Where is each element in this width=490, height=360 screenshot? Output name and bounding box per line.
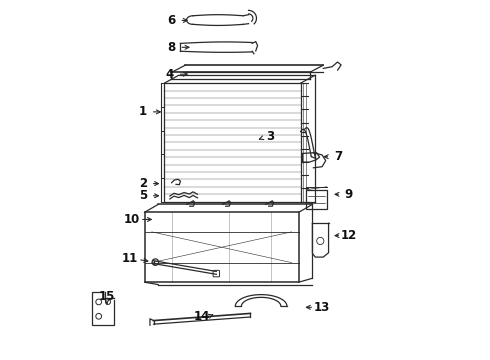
Bar [145,212,299,282]
Text: 14: 14 [194,310,210,324]
Text: 12: 12 [341,229,357,242]
Text: 10: 10 [124,213,140,226]
Bar [306,190,327,210]
Text: 15: 15 [99,290,115,303]
Text: 2: 2 [139,177,147,190]
Text: 5: 5 [139,189,147,202]
Text: 8: 8 [168,41,175,54]
Text: 9: 9 [345,188,353,201]
Text: 6: 6 [168,14,175,27]
Bar [92,292,114,325]
Text: 13: 13 [314,301,330,314]
Text: 11: 11 [122,252,138,265]
Text: 3: 3 [266,130,274,144]
Text: 1: 1 [139,105,147,118]
Bar [164,83,300,202]
Text: 7: 7 [334,150,343,163]
Text: 4: 4 [166,68,174,81]
